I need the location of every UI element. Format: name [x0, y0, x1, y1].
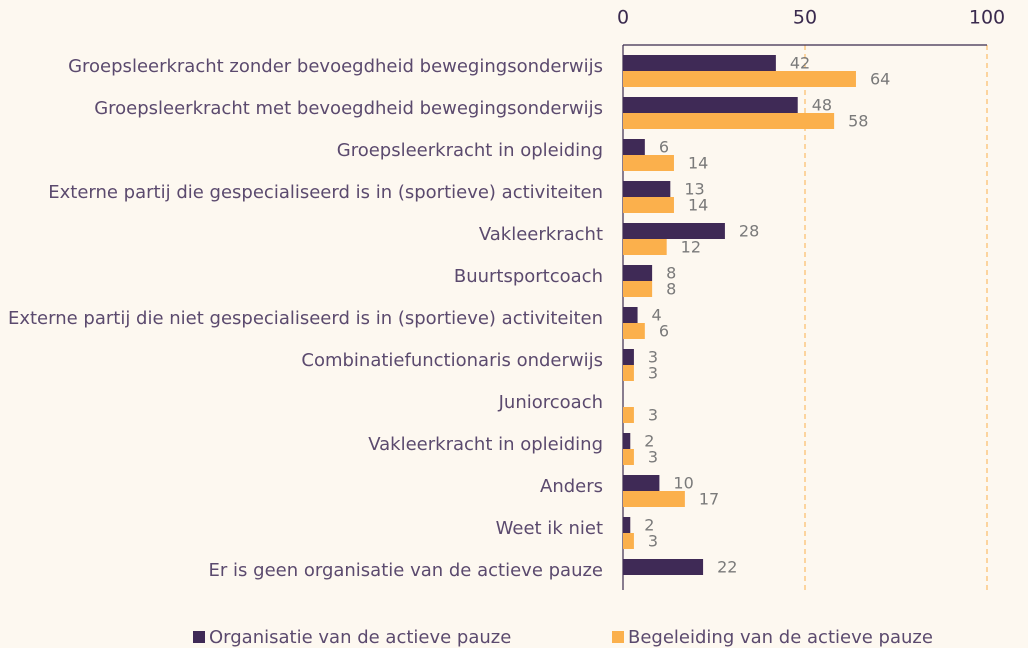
- y-tick-label: Er is geen organisatie van de actieve pa…: [209, 560, 603, 581]
- value-label: 3: [648, 448, 658, 467]
- y-tick-label: Buurtsportcoach: [454, 266, 603, 287]
- bar: [623, 323, 645, 339]
- value-label: 22: [717, 558, 737, 577]
- y-tick-label: Groepsleerkracht met bevoegdheid bewegin…: [94, 98, 603, 119]
- value-label: 17: [699, 490, 719, 509]
- bar: [623, 55, 776, 71]
- bar: [623, 281, 653, 297]
- value-label: 6: [659, 322, 669, 341]
- bar: [623, 97, 798, 113]
- value-label: 14: [688, 154, 708, 173]
- bar: [623, 449, 634, 465]
- value-label: 3: [648, 406, 658, 425]
- value-label: 3: [648, 532, 658, 551]
- bar: [623, 139, 645, 155]
- legend-swatch: [193, 631, 205, 643]
- x-tick-label: 50: [793, 7, 817, 29]
- bar: [623, 349, 634, 365]
- value-label: 3: [648, 364, 658, 383]
- y-tick-label: Externe partij die niet gespecialiseerd …: [8, 308, 603, 329]
- legend-label: Organisatie van de actieve pauze: [209, 627, 511, 648]
- bar: [623, 559, 704, 575]
- bar: [623, 365, 634, 381]
- bar: [623, 407, 634, 423]
- bar: [623, 71, 856, 87]
- bar: [623, 197, 674, 213]
- bar: [623, 533, 634, 549]
- value-label: 8: [666, 280, 676, 299]
- value-label: 13: [684, 180, 704, 199]
- bar: [623, 239, 667, 255]
- y-tick-label: Anders: [540, 476, 603, 497]
- bar: [623, 491, 685, 507]
- x-tick-label: 0: [617, 7, 629, 29]
- bar: [623, 223, 725, 239]
- y-tick-label: Weet ik niet: [496, 518, 603, 539]
- bar: [623, 475, 660, 491]
- value-label: 4: [652, 306, 662, 325]
- bar: [623, 265, 653, 281]
- value-label: 10: [673, 474, 693, 493]
- value-label: 12: [681, 238, 701, 257]
- value-label: 2: [644, 432, 654, 451]
- bar: [623, 433, 631, 449]
- bar: [623, 307, 638, 323]
- y-tick-label: Combinatiefunctionaris onderwijs: [301, 350, 603, 371]
- value-label: 64: [870, 70, 890, 89]
- y-tick-label: Vakleerkracht in opleiding: [368, 434, 603, 455]
- value-label: 8: [666, 264, 676, 283]
- bar: [623, 181, 671, 197]
- y-tick-label: Externe partij die gespecialiseerd is in…: [48, 182, 603, 203]
- y-tick-label: Vakleerkracht: [479, 224, 603, 245]
- bar: [623, 155, 674, 171]
- value-label: 58: [848, 112, 868, 131]
- bar: [623, 517, 631, 533]
- y-tick-label: Groepsleerkracht zonder bevoegdheid bewe…: [68, 56, 603, 77]
- legend-label: Begeleiding van de actieve pauze: [628, 627, 933, 648]
- y-tick-label: Juniorcoach: [498, 392, 603, 413]
- value-label: 14: [688, 196, 708, 215]
- value-label: 2: [644, 516, 654, 535]
- legend-swatch: [612, 631, 624, 643]
- value-label: 42: [790, 54, 810, 73]
- value-label: 28: [739, 222, 759, 241]
- y-tick-label: Groepsleerkracht in opleiding: [337, 140, 603, 161]
- x-tick-label: 100: [969, 7, 1005, 29]
- value-label: 48: [812, 96, 832, 115]
- value-label: 3: [648, 348, 658, 367]
- bar: [623, 113, 835, 129]
- value-label: 6: [659, 138, 669, 157]
